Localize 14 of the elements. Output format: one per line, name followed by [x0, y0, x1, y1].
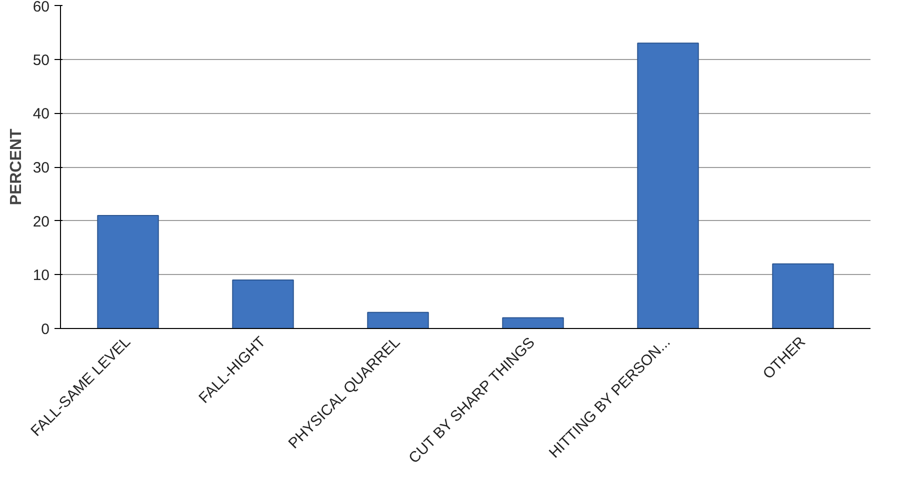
- bar: [637, 42, 699, 328]
- y-tick-label: 40: [32, 106, 50, 123]
- y-tick-label: 0: [41, 321, 50, 338]
- y-tick-label: 50: [32, 52, 50, 69]
- y-tick-label: 60: [32, 0, 50, 16]
- y-tick-label: 10: [32, 267, 50, 284]
- bar: [502, 317, 564, 328]
- bar: [367, 312, 429, 328]
- bar: [772, 263, 834, 328]
- bar: [97, 214, 159, 328]
- y-tick-label: 30: [32, 160, 50, 176]
- bar: [232, 280, 294, 328]
- y-tick-label: 20: [32, 213, 50, 230]
- y-axis-title: PERCENT: [8, 128, 25, 206]
